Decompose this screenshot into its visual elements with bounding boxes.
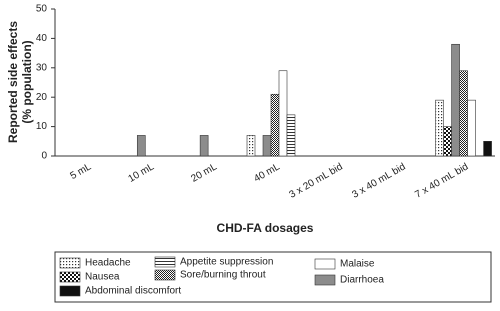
- bar: [483, 141, 492, 157]
- y-tick-label: 0: [41, 151, 47, 162]
- y-tick-label: 40: [36, 33, 48, 44]
- legend-swatch: [154, 269, 176, 281]
- x-tick-label: 3 x 20 mL bid: [288, 161, 345, 200]
- bar: [278, 70, 288, 157]
- legend-label: Headache: [85, 258, 131, 269]
- y-axis-title: Reported side effects: [6, 21, 20, 143]
- legend-swatch: [154, 256, 176, 268]
- legend-swatch: [314, 258, 336, 270]
- y-axis-title: (% population): [20, 40, 34, 123]
- y-tick-label: 30: [36, 62, 48, 73]
- legend-swatch: [59, 271, 81, 283]
- x-tick-label: 3 x 40 mL bid: [350, 161, 407, 200]
- y-tick-label: 20: [36, 92, 48, 103]
- x-tick-label: 10 mL: [127, 161, 157, 185]
- legend-label: Appetite suppression: [180, 257, 273, 268]
- bar: [262, 135, 272, 157]
- legend-swatch: [59, 257, 81, 269]
- bar: [443, 126, 452, 157]
- legend-label: Abdominal discomfort: [85, 286, 181, 297]
- bar: [459, 70, 468, 157]
- x-tick-label: 7 x 40 mL bid: [413, 161, 470, 200]
- bar: [467, 99, 476, 157]
- legend-swatch: [59, 285, 81, 297]
- legend-label: Nausea: [85, 272, 120, 283]
- bar: [286, 114, 296, 157]
- bar: [451, 43, 460, 157]
- bar: [270, 93, 280, 157]
- x-tick-label: 40 mL: [252, 161, 282, 185]
- bar: [246, 135, 256, 157]
- legend-swatch: [314, 274, 336, 286]
- y-tick-label: 10: [36, 121, 48, 132]
- legend-label: Malaise: [340, 259, 375, 270]
- legend-label: Sore/burning throut: [180, 270, 266, 281]
- legend-label: Diarrhoea: [340, 275, 384, 286]
- x-tick-label: 20 mL: [189, 161, 219, 185]
- x-tick-label: 5 mL: [68, 161, 93, 182]
- bar: [435, 99, 444, 157]
- y-tick-label: 50: [36, 4, 48, 15]
- bar: [199, 135, 209, 157]
- bar: [136, 135, 146, 157]
- x-axis-title: CHD-FA dosages: [217, 221, 314, 235]
- legend-box: [54, 251, 492, 303]
